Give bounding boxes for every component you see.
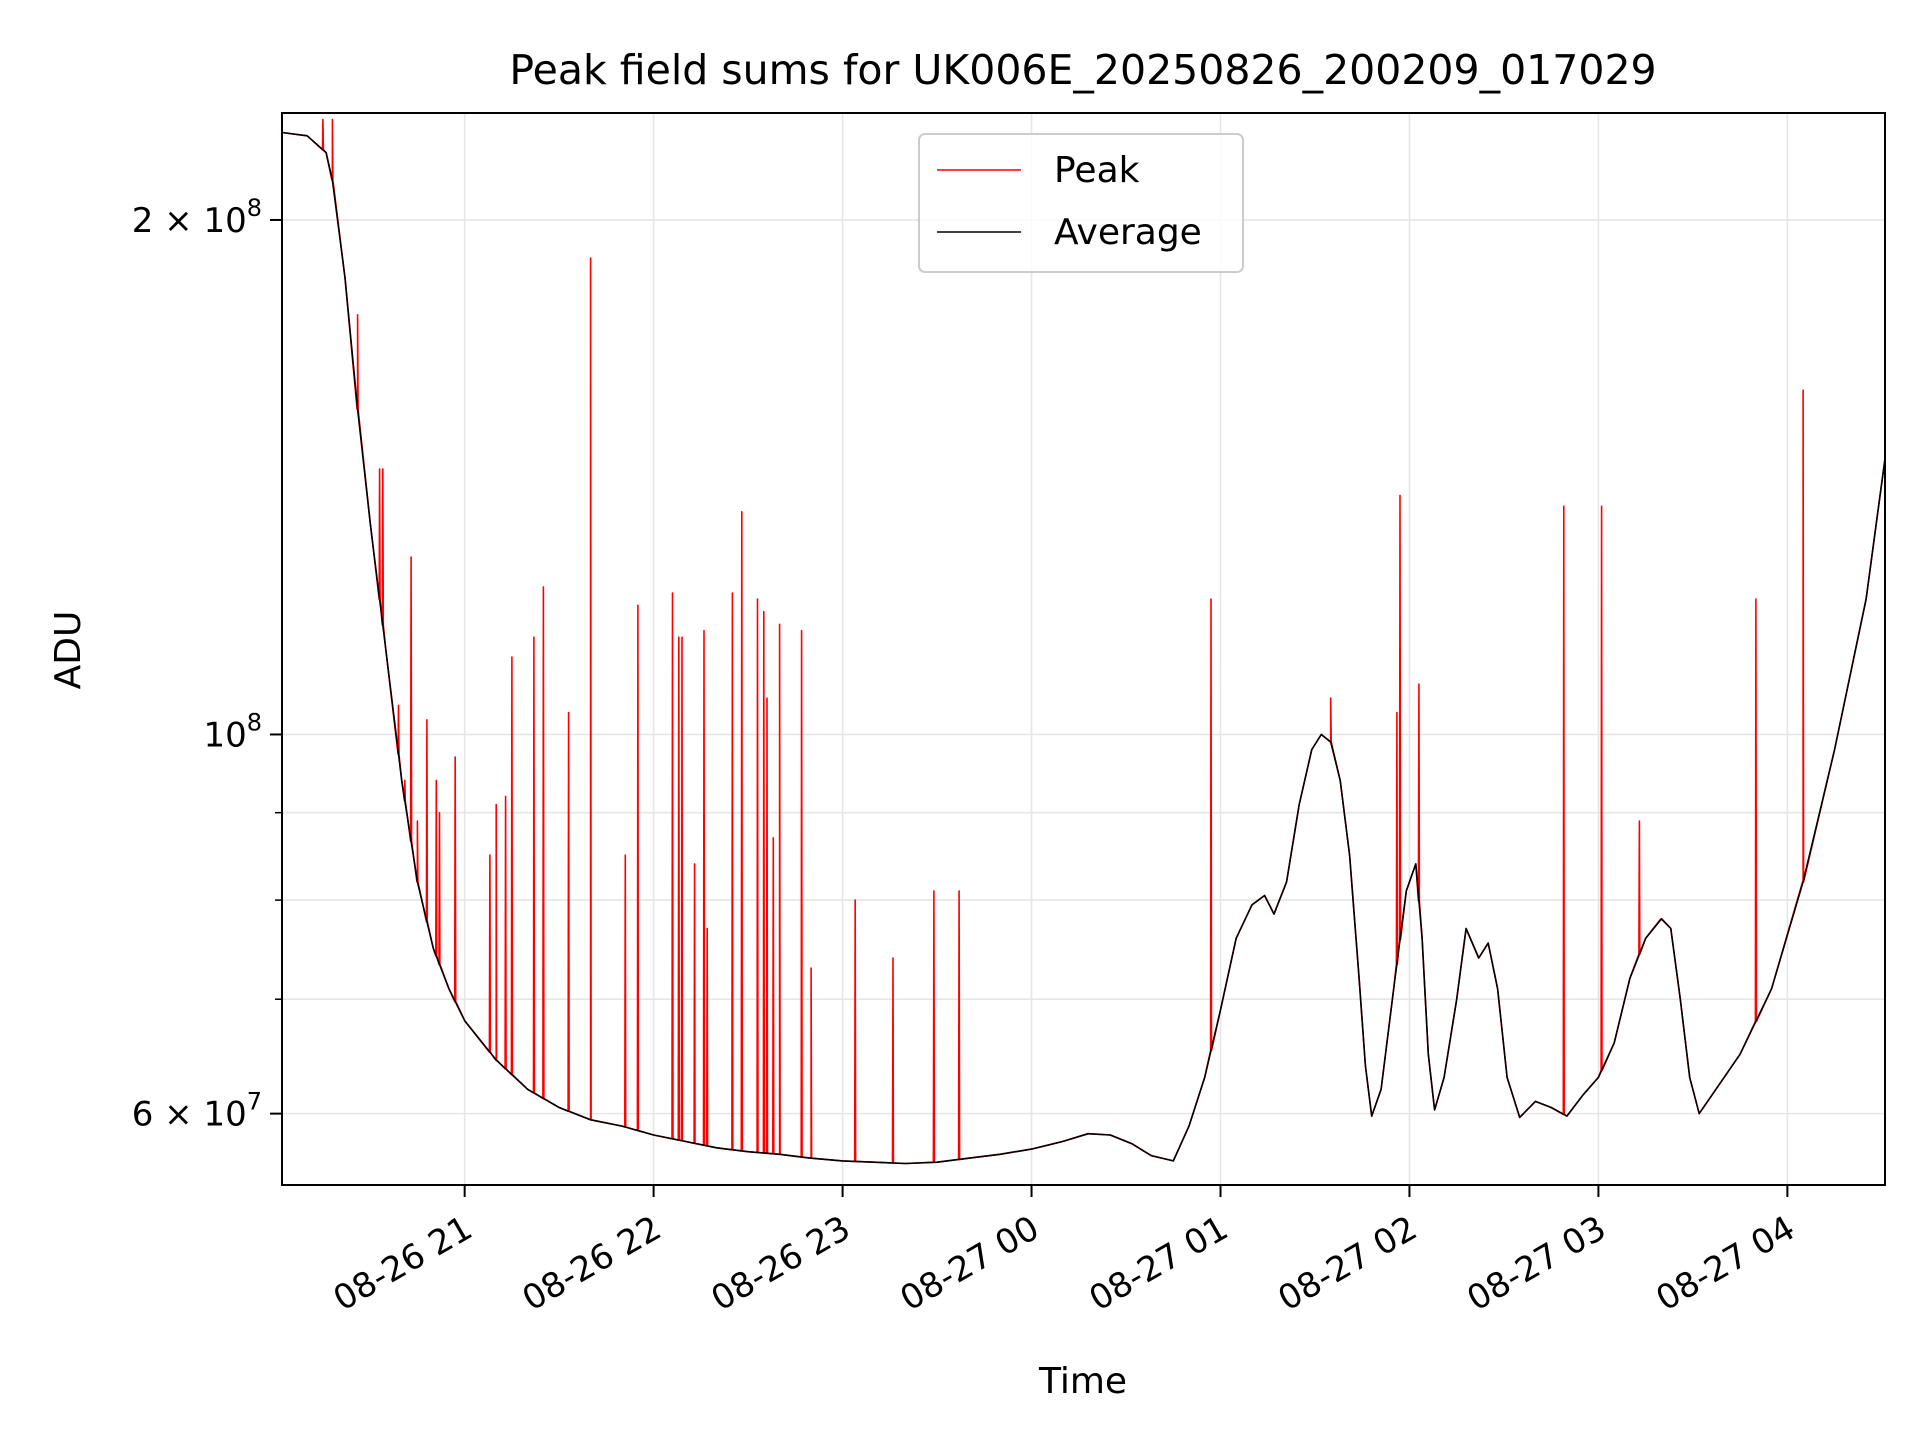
y-tick-label: 6 × 107 — [132, 1088, 262, 1135]
y-tick-label: 2 × 108 — [132, 194, 262, 241]
legend-box — [918, 133, 1244, 273]
legend-label-peak: Peak — [1054, 150, 1140, 191]
x-axis-label: Time — [1038, 1361, 1127, 1402]
plot-frame — [281, 112, 1886, 1186]
legend-label-average: Average — [1054, 212, 1202, 253]
series-line-average — [281, 113, 1886, 1165]
legend: Peak Average — [918, 133, 1244, 273]
grid — [282, 113, 1885, 1185]
chart-title: Peak field sums for UK006E_20250826_2002… — [509, 46, 1656, 94]
series-layer — [281, 113, 1886, 1165]
y-axis-label: ADU — [48, 611, 89, 690]
